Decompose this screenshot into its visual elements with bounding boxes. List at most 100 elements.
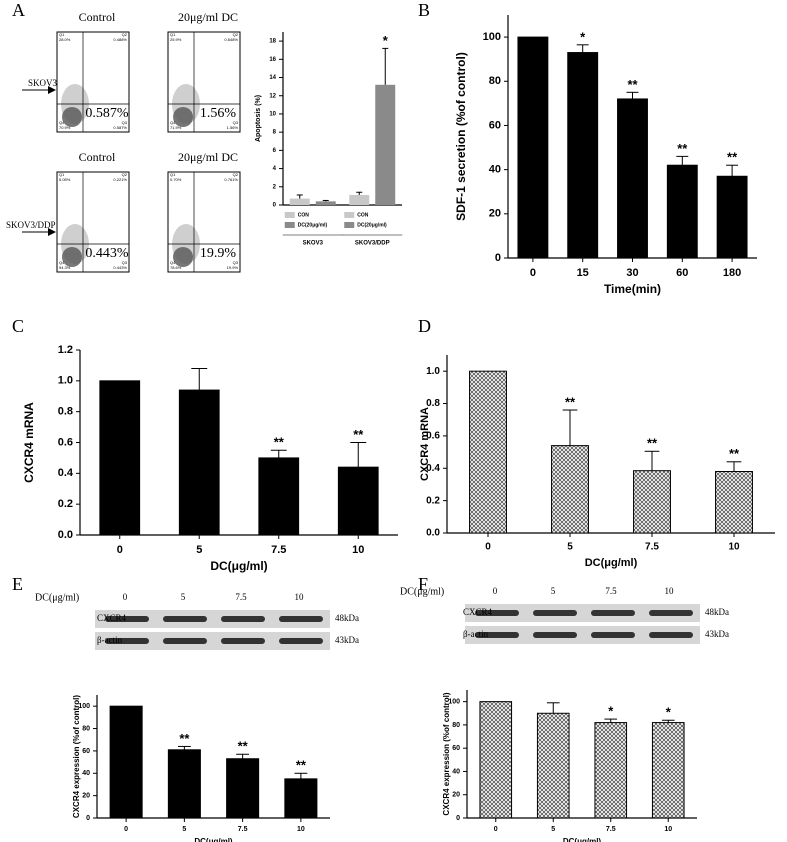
bar [375,84,396,205]
bar [517,36,549,259]
x-tick-label: 10 [352,544,364,556]
significance: ** [677,141,688,156]
x-tick-label: 0 [494,826,498,833]
y-tick-label: 0.2 [426,495,440,506]
quadrant-name: Q3 [233,260,239,265]
quadrant-name: Q3 [122,120,128,125]
band [533,632,577,638]
band-name: CXCR4 [97,613,127,623]
x-tick-label: 7.5 [606,826,616,833]
y-tick-label: 0.4 [58,467,74,479]
gate-percent: 1.56% [200,106,237,121]
band [591,610,635,616]
band-size: 43kDa [335,635,359,645]
quadrant-name: Q3 [233,120,239,125]
bar [178,389,220,536]
quadrant-value: 70.9% [59,125,71,130]
bar [715,471,753,534]
x-tick-label: 0 [530,267,536,279]
quadrant-value: 0.70% [170,177,182,182]
x-tick-label: 10 [297,826,305,833]
lane-label: 10 [295,592,305,602]
quadrant-name: Q3 [122,260,128,265]
y-axis-title: CXCR4 mRNA [22,402,36,483]
bar [349,194,370,205]
y-axis-title: CXCR4 expression (%of control) [442,692,451,815]
significance: ** [647,436,658,451]
y-tick-label: 0 [495,252,501,264]
y-tick-label: 2 [273,184,277,190]
significance: ** [627,77,638,92]
band-size: 48kDa [705,607,729,617]
y-tick-label: 14 [269,75,276,81]
legend-swatch [284,222,295,228]
lane-label: 0 [123,592,128,602]
significance: * [666,705,672,720]
quadrant-value: 5.05% [59,177,71,182]
significance: ** [238,739,249,754]
band-size: 48kDa [335,613,359,623]
band-name: β-actin [97,635,123,645]
x-axis-title: DC(μg/ml) [194,837,233,842]
x-axis-title: DC(μg/ml) [210,559,267,573]
y-tick-label: 60 [489,119,501,131]
bar [167,749,201,819]
quadrant-value: 71.9% [170,125,182,130]
bar [284,778,318,819]
blot-axis-label: DC(μg/ml) [400,586,444,597]
legend-label: CON [357,212,369,218]
quadrant-name: Q2 [233,32,239,37]
x-axis-title: DC(μg/ml) [585,557,638,569]
band-name: β-actin [463,629,489,639]
bar [651,722,685,819]
quadrant-name: Q4 [59,260,65,265]
legend-label: DC(20μg/ml) [357,222,387,228]
bar [551,445,589,534]
panel-label: C [12,316,24,336]
y-tick-label: 0.2 [58,498,73,510]
panel-label: E [12,574,23,594]
x-tick-label: 5 [567,542,573,553]
x-axis-title: Time(min) [604,282,661,296]
y-tick-label: 18 [269,39,276,45]
panel-label: A [12,0,25,20]
quadrant-value: 0.221% [113,177,127,182]
blot-axis-label: DC(μg/ml) [35,592,79,603]
x-tick-label: SKOV3 [303,241,324,247]
x-tick-label: 180 [723,267,741,279]
x-tick-label: 0 [124,826,128,833]
y-tick-label: 60 [82,748,90,755]
y-tick-label: 100 [448,698,460,705]
quadrant-name: Q2 [122,172,128,177]
bar [315,201,336,205]
y-tick-label: 0 [456,815,460,822]
x-tick-label: 0 [117,544,123,556]
bar [567,52,599,259]
significance: ** [274,435,285,450]
blot-strip [95,610,330,628]
y-tick-label: 80 [452,722,460,729]
bar [617,98,648,259]
band-size: 43kDa [705,629,729,639]
x-tick-label: 15 [577,267,589,279]
quadrant-value: 19.9% [227,265,239,270]
y-tick-label: 40 [489,164,501,176]
y-tick-label: 0.0 [426,528,440,539]
quadrant-name: Q1 [170,172,176,177]
significance: * [608,704,614,719]
band [163,638,207,644]
quadrant-name: Q1 [59,172,65,177]
y-axis-title: CXCR4 mRNA [419,407,431,481]
legend-label: CON [298,212,310,218]
y-tick-label: 40 [82,770,90,777]
band [221,638,265,644]
blot-strip [465,604,700,622]
cell-cloud [173,247,193,267]
bar [479,701,513,819]
band [475,610,519,616]
x-tick-label: 10 [728,542,740,553]
significance: ** [727,150,738,165]
blot-strip [465,626,700,644]
blot-strip [95,632,330,650]
quadrant-value: 78.6% [170,265,182,270]
